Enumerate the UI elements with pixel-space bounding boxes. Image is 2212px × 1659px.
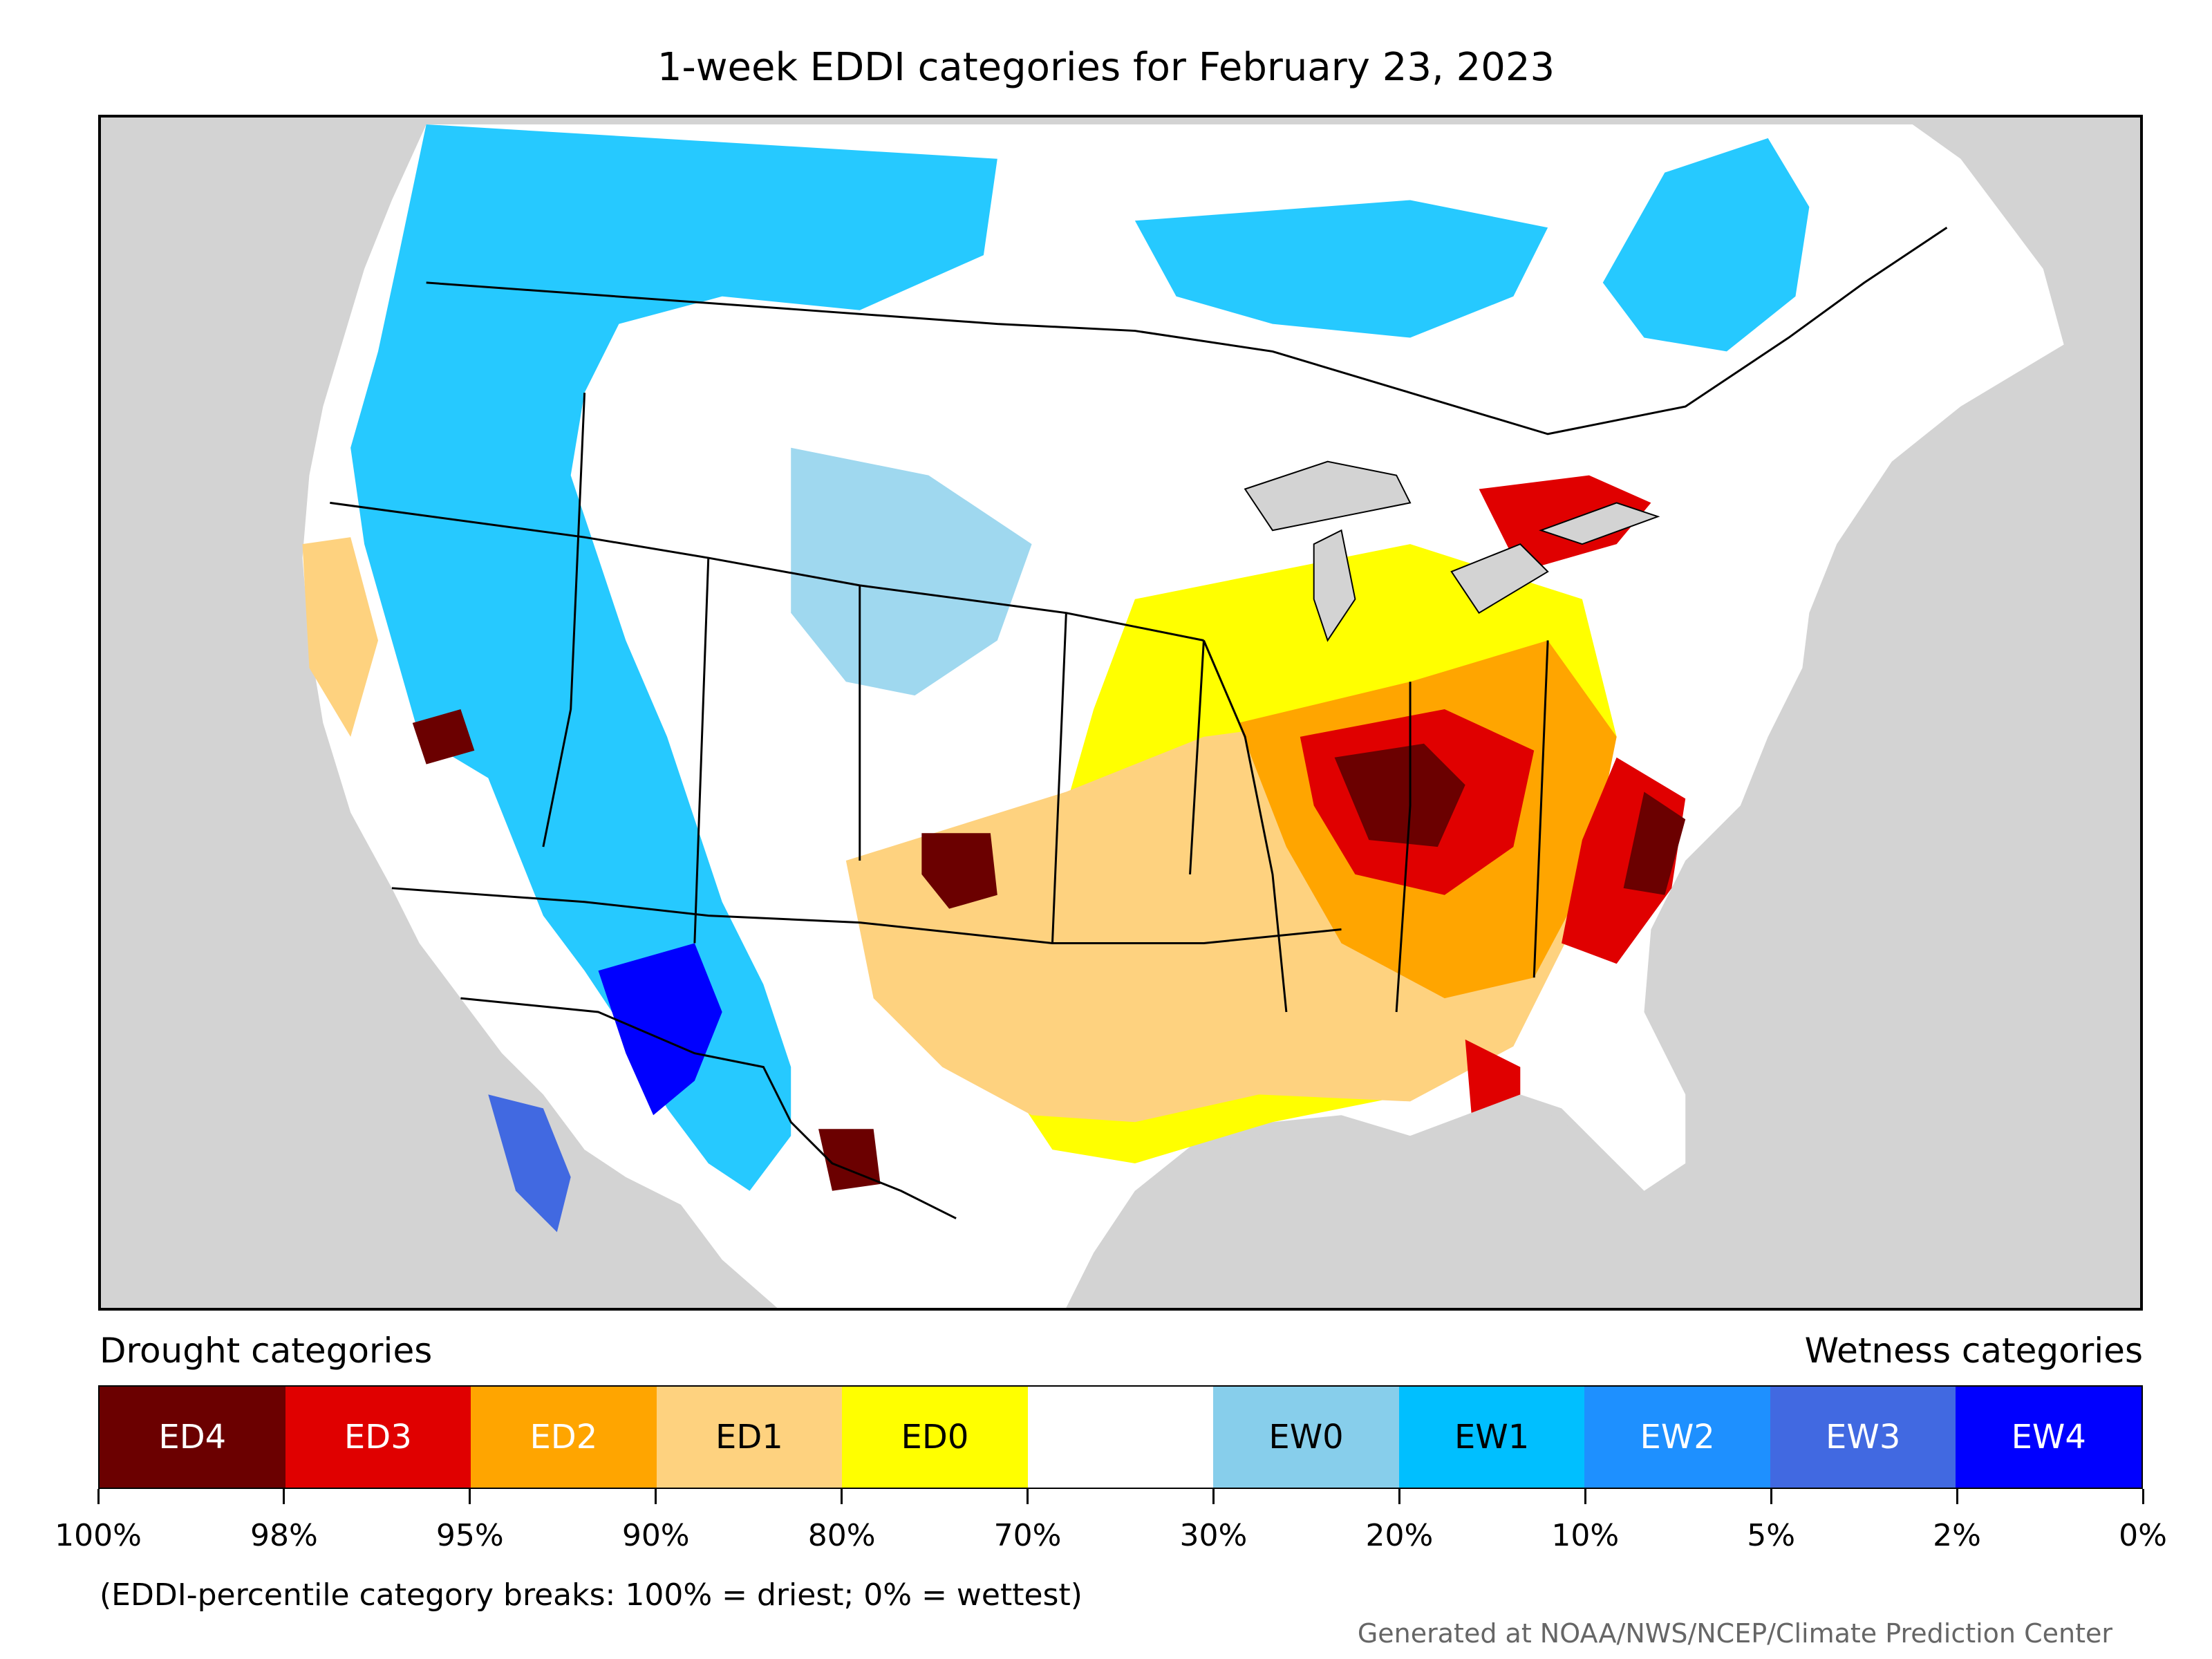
legend-tick [2141,1489,2144,1504]
legend-swatch-ew2: EW2 [1584,1387,1770,1488]
legend-swatch-ew0: EW0 [1213,1387,1399,1488]
legend-break-label: 100% [55,1518,142,1553]
wetness-ew0-plains [791,447,1032,696]
legend-tick [283,1489,285,1504]
drought-ed4-oklahoma [921,833,997,909]
legend-tick [469,1489,471,1504]
legend-break-label: 0% [2119,1518,2167,1553]
wetness-ew1-quebec [1602,138,1810,352]
legend-tick [1027,1489,1029,1504]
legend-tick [655,1489,657,1504]
category-note: (EDDI-percentile category breaks: 100% =… [100,1577,1082,1613]
legend-swatch-ed1: ED1 [656,1387,843,1488]
legend-break-label: 30% [1179,1518,1248,1553]
drought-ed1-california [302,537,378,737]
legend-tick [1770,1489,1772,1504]
legend-swatch-ew4: EW4 [1956,1387,2142,1488]
legend-tick [1584,1489,1586,1504]
legend-swatch-normal [1027,1387,1214,1488]
drought-ed4-carolinas [1623,791,1686,895]
legend-tick [1956,1489,1958,1504]
legend-tick [1212,1489,1215,1504]
legend-swatch-ew3: EW3 [1770,1387,1956,1488]
legend-swatch-ed4: ED4 [100,1387,285,1488]
legend-break-label: 2% [1933,1518,1981,1553]
gulf-of-mexico [1066,1094,1686,1308]
legend-tick [97,1489,100,1504]
drought-ed4-california [412,709,475,765]
legend-break-label: 20% [1365,1518,1434,1553]
legend-break-label: 90% [621,1518,690,1553]
legend-ticks [97,1489,2144,1506]
wetness-heading: Wetness categories [1804,1331,2143,1371]
category-legend: ED4 ED3 ED2 ED1 ED0 EW0 EW1 EW2 EW3 EW4 [98,1385,2143,1489]
legend-break-label: 80% [807,1518,876,1553]
legend-break-label: 10% [1551,1518,1620,1553]
legend-break-label: 70% [993,1518,1062,1553]
legend-swatch-ed2: ED2 [471,1387,657,1488]
drought-ed4-ohio-valley [1334,743,1465,847]
legend-break-label: 5% [1747,1518,1796,1553]
wetness-ew3-baja [488,1094,571,1232]
drought-heading: Drought categories [100,1331,433,1371]
wetness-ew4-mexico [598,943,722,1116]
legend-break-label: 98% [250,1518,318,1553]
credit-line: Generated at NOAA/NWS/NCEP/Climate Predi… [1357,1618,2112,1649]
wetness-ew1-canada [1134,200,1548,338]
map-title: 1-week EDDI categories for February 23, … [657,45,1555,90]
legend-swatch-ed3: ED3 [285,1387,471,1488]
legend-tick [841,1489,843,1504]
wetness-ew1-west [350,124,997,1191]
legend-swatch-ew1: EW1 [1398,1387,1585,1488]
great-lakes [1244,460,1660,642]
legend-tick [1398,1489,1400,1504]
legend-break-label: 95% [435,1518,504,1553]
legend-swatch-ed0: ED0 [842,1387,1028,1488]
eddi-map [98,115,2143,1311]
boundaries [330,227,1948,1219]
